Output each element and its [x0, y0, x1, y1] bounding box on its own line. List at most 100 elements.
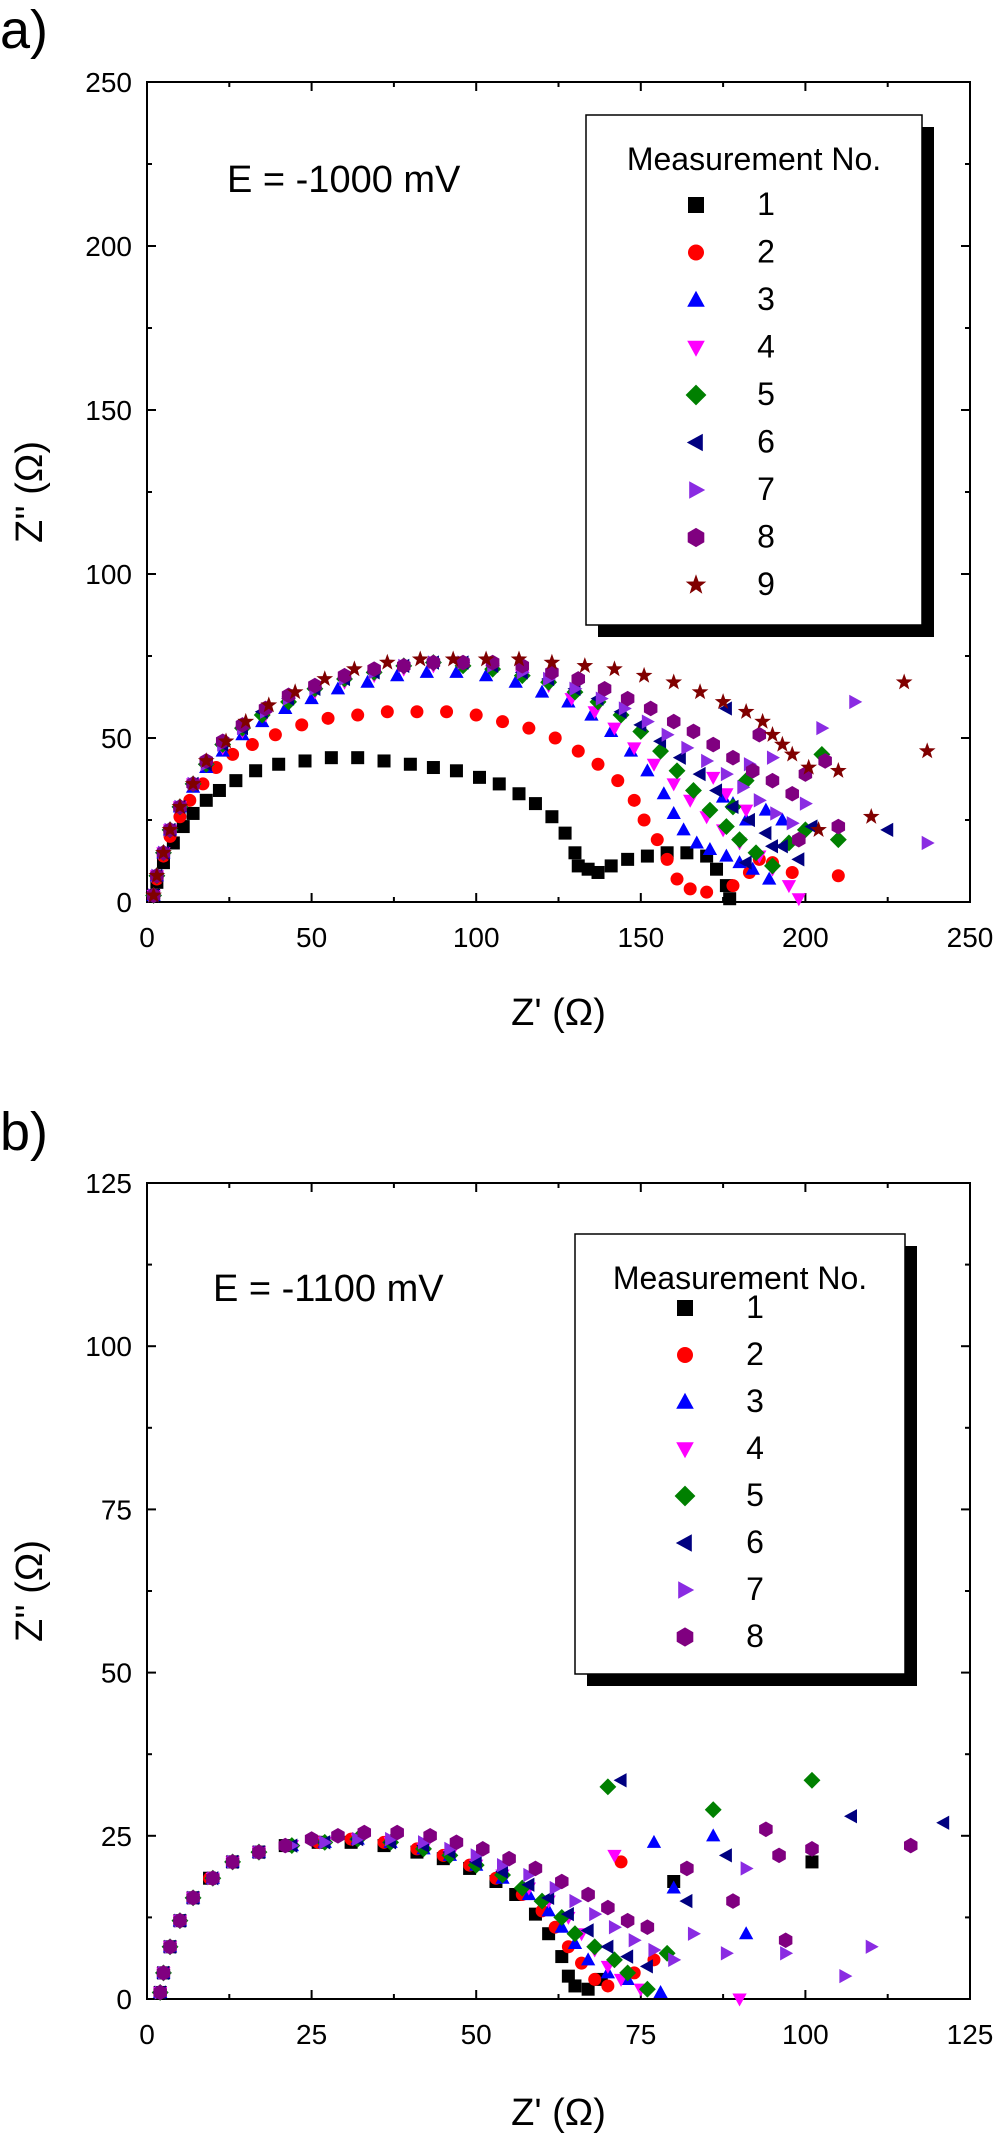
y-axis-label: Z'' (Ω) — [9, 1540, 51, 1642]
series-8-point — [571, 671, 586, 687]
series-9-point — [918, 742, 936, 759]
series-9-point — [145, 886, 162, 903]
series-5-point — [668, 762, 686, 780]
series-8-point — [426, 654, 441, 671]
x-tick-label: 100 — [453, 922, 500, 953]
series-9-point — [829, 762, 847, 778]
series-5-point — [731, 831, 749, 849]
series-6-point — [620, 1949, 634, 1964]
series-1-point — [272, 757, 286, 771]
series-7-point — [816, 721, 830, 736]
series-1-point — [640, 849, 654, 863]
series-9-point — [737, 702, 755, 719]
series-3-point — [508, 674, 523, 688]
y-tick-label: 200 — [85, 231, 132, 262]
series-7-point — [753, 793, 767, 808]
y-tick-label: 50 — [101, 1658, 132, 1689]
legend-marker-6 — [686, 433, 703, 452]
series-6-point — [468, 1854, 482, 1870]
series-5-point — [553, 1908, 571, 1926]
series-3-point — [745, 861, 760, 875]
series-2-point — [627, 793, 641, 807]
series-6-point — [741, 812, 755, 828]
panel-label: a) — [0, 0, 48, 60]
series-5-point — [632, 722, 650, 740]
series-9-point — [783, 745, 801, 762]
series-7-point — [687, 1926, 701, 1941]
series-1-point — [591, 865, 605, 879]
series-3-point — [666, 805, 681, 819]
legend-title: Measurement No. — [613, 1260, 867, 1296]
series-9-point — [606, 660, 623, 677]
series-1-point — [212, 783, 226, 797]
series-3-point — [762, 871, 777, 885]
x-tick-label: 200 — [782, 922, 829, 953]
x-tick-label: 25 — [296, 2019, 327, 2050]
series-5-point — [566, 1925, 584, 1943]
series-5-point — [803, 1771, 821, 1789]
series-8-point — [156, 1965, 171, 1981]
series-2-point — [522, 721, 536, 735]
series-5-point — [829, 831, 847, 849]
legend-marker-2 — [677, 1347, 693, 1363]
series-1-point — [249, 764, 263, 778]
series-8-point — [831, 818, 846, 835]
series-3-point — [554, 1919, 569, 1933]
series-2-point — [588, 1972, 602, 1986]
series-3-point — [534, 684, 550, 698]
series-8-point — [456, 654, 470, 671]
series-2-point — [831, 869, 845, 883]
series-7-point — [352, 1831, 366, 1847]
series-8-point — [772, 1847, 786, 1864]
series-9-point — [184, 775, 202, 792]
legend-marker-4 — [687, 340, 705, 357]
series-2-point — [245, 738, 259, 752]
series-9-point — [477, 650, 495, 667]
series-9-point — [161, 821, 179, 837]
series-8-point — [726, 1893, 740, 1909]
series-5-point — [717, 818, 735, 836]
series-1-point — [555, 1950, 569, 1964]
series-5-point — [606, 1951, 623, 1969]
series-1-point — [558, 826, 572, 840]
series-4-point — [666, 778, 681, 792]
series-2-point — [726, 879, 740, 893]
series-7-point — [497, 1858, 511, 1873]
series-7-point — [385, 1831, 399, 1847]
series-7-point — [799, 796, 813, 811]
series-3-point — [656, 786, 671, 800]
legend-box — [585, 114, 923, 626]
series-7-point — [865, 1939, 879, 1954]
series-9-point — [148, 866, 166, 883]
y-tick-label: 125 — [85, 1168, 132, 1199]
series-2-point — [440, 705, 454, 719]
series-1-point — [545, 810, 559, 824]
series-5-point — [685, 782, 702, 799]
series-8-point — [666, 713, 681, 730]
series-5-point — [796, 821, 814, 839]
legend-label-5: 5 — [757, 376, 775, 412]
series-9-point — [543, 653, 561, 670]
series-8-point — [597, 681, 612, 697]
series-8-point — [304, 1831, 319, 1847]
series-7-point — [849, 694, 863, 710]
series-8-point — [163, 1938, 177, 1955]
series-5-point — [638, 1980, 656, 1998]
y-tick-label: 100 — [85, 559, 132, 590]
series-8-point — [805, 1841, 819, 1857]
series-3-point — [478, 668, 494, 682]
series-3-point — [580, 1952, 596, 1966]
series-5-point — [701, 801, 719, 819]
series-9-point — [237, 712, 255, 729]
series-9-point — [635, 666, 653, 683]
y-tick-label: 250 — [85, 67, 132, 98]
series-6-point — [560, 1906, 574, 1922]
x-tick-label: 100 — [782, 2019, 829, 2050]
series-1-point — [449, 764, 463, 778]
series-9-point — [346, 660, 363, 677]
y-tick-label: 150 — [85, 395, 132, 426]
panel-label: b) — [0, 1102, 48, 1162]
series-1-point — [426, 761, 440, 775]
series-2-point — [268, 728, 282, 742]
